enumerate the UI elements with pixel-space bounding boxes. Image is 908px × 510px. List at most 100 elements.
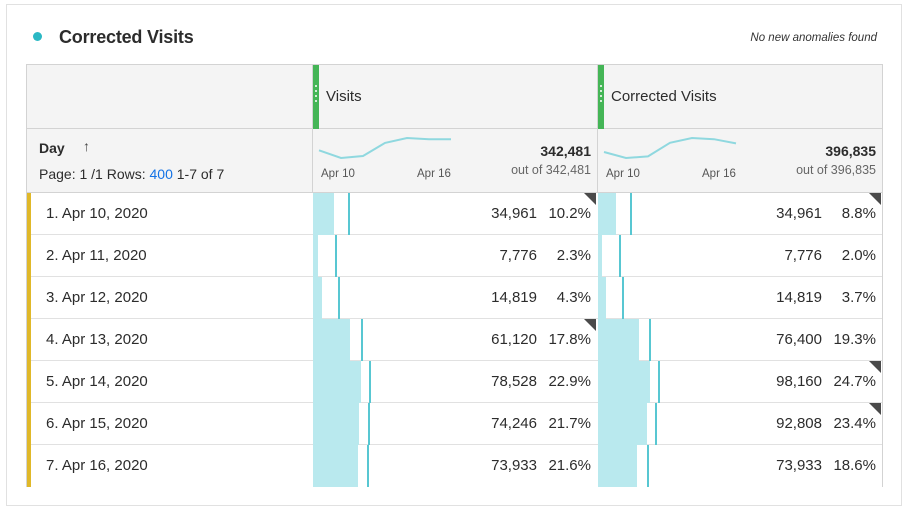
table-row[interactable]: 6. Apr 15, 2020 74,246 21.7% 92,808 23.4% (27, 403, 882, 445)
row-dimension-label[interactable]: 5. Apr 14, 2020 (46, 373, 148, 390)
anomaly-flag-icon[interactable] (869, 361, 881, 373)
percent-bar (313, 319, 350, 361)
table-row[interactable]: 7. Apr 16, 2020 73,933 21.6% 73,933 18.6% (27, 445, 882, 487)
trend-marker (655, 403, 657, 445)
row-dimension-label[interactable]: 4. Apr 13, 2020 (46, 331, 148, 348)
percent-bar (598, 403, 647, 445)
metric-percent: 22.9% (548, 373, 591, 390)
column-title-corrected-visits[interactable]: Corrected Visits (611, 88, 717, 105)
metric-value[interactable]: 98,160 (776, 373, 822, 390)
percent-bar (313, 445, 358, 487)
metric-value[interactable]: 73,933 (491, 457, 537, 474)
percent-bar (313, 361, 361, 403)
percent-bar (313, 235, 318, 277)
column-header-row (27, 65, 882, 129)
percent-bar (598, 361, 650, 403)
table-row[interactable]: 3. Apr 12, 2020 14,819 4.3% 14,819 3.7% (27, 277, 882, 319)
metric-value[interactable]: 14,819 (776, 289, 822, 306)
column-total-corrected-visits: 396,835 (825, 143, 876, 159)
sparkline-end-label: Apr 16 (702, 168, 736, 180)
sparkline-corrected-visits (603, 136, 737, 160)
anomaly-flag-icon[interactable] (584, 319, 596, 331)
column-title-visits[interactable]: Visits (326, 88, 362, 105)
freeform-table: Visits Corrected Visits Day ↑ Page: 1 /1… (26, 64, 883, 487)
metric-value[interactable]: 74,246 (491, 415, 537, 432)
row-dimension-label[interactable]: 3. Apr 12, 2020 (46, 289, 148, 306)
dimension-label[interactable]: Day (39, 140, 65, 156)
metric-percent: 21.6% (548, 457, 591, 474)
table-row[interactable]: 5. Apr 14, 2020 78,528 22.9% 98,160 24.7% (27, 361, 882, 403)
row-dimension-label[interactable]: 2. Apr 11, 2020 (46, 247, 147, 264)
drag-grip-icon (600, 85, 602, 105)
row-selection-indicator (27, 235, 31, 277)
percent-bar (598, 277, 606, 319)
trend-marker (630, 193, 632, 235)
metric-percent: 2.0% (841, 247, 876, 264)
metric-percent: 17.8% (548, 331, 591, 348)
row-selection-indicator (27, 277, 31, 319)
anomaly-flag-icon[interactable] (869, 403, 881, 415)
metric-value[interactable]: 7,776 (784, 247, 822, 264)
metric-percent: 19.3% (833, 331, 876, 348)
percent-bar (313, 193, 334, 235)
trend-marker (619, 235, 621, 277)
status-dot-icon (33, 32, 42, 41)
sparkline-start-label: Apr 10 (321, 168, 355, 180)
metric-percent: 2.3% (556, 247, 591, 264)
sort-ascending-icon[interactable]: ↑ (83, 138, 90, 154)
row-range: 1-7 of 7 (176, 166, 225, 182)
rows-per-page-selector[interactable]: 400 (149, 166, 173, 182)
metric-value[interactable]: 34,961 (776, 205, 822, 222)
table-row[interactable]: 4. Apr 13, 2020 61,120 17.8% 76,400 19.3% (27, 319, 882, 361)
row-dimension-label[interactable]: 6. Apr 15, 2020 (46, 415, 148, 432)
drag-grip-icon (315, 85, 317, 105)
metric-percent: 21.7% (548, 415, 591, 432)
trend-marker (335, 235, 337, 277)
percent-bar (598, 193, 616, 235)
row-selection-indicator (27, 445, 31, 487)
metric-percent: 24.7% (833, 373, 876, 390)
summary-header-row (27, 129, 882, 193)
column-drag-handle-corrected-visits[interactable] (598, 65, 604, 129)
panel-title[interactable]: Corrected Visits (59, 27, 194, 47)
anomaly-note: No new anomalies found (750, 32, 877, 44)
anomaly-flag-icon[interactable] (869, 193, 881, 205)
anomaly-flag-icon[interactable] (584, 193, 596, 205)
percent-bar (313, 403, 359, 445)
sparkline-end-label: Apr 16 (417, 168, 451, 180)
trend-marker (348, 193, 350, 235)
row-selection-indicator (27, 193, 31, 235)
metric-value[interactable]: 76,400 (776, 331, 822, 348)
column-total-visits: 342,481 (540, 143, 591, 159)
table-row[interactable]: 1. Apr 10, 2020 34,961 10.2% 34,961 8.8% (27, 193, 882, 235)
metric-percent: 4.3% (556, 289, 591, 306)
trend-marker (647, 445, 649, 487)
trend-marker (369, 361, 371, 403)
percent-bar (598, 235, 602, 277)
metric-percent: 23.4% (833, 415, 876, 432)
trend-marker (649, 319, 651, 361)
percent-bar (598, 445, 637, 487)
trend-marker (338, 277, 340, 319)
metric-value[interactable]: 34,961 (491, 205, 537, 222)
trend-marker (368, 403, 370, 445)
row-dimension-label[interactable]: 7. Apr 16, 2020 (46, 457, 148, 474)
column-drag-handle-visits[interactable] (313, 65, 319, 129)
trend-marker (658, 361, 660, 403)
row-dimension-label[interactable]: 1. Apr 10, 2020 (46, 205, 148, 222)
pagination-info: Page: 1 /1 Rows: 400 1-7 of 7 (39, 166, 224, 182)
metric-percent: 8.8% (841, 205, 876, 222)
page-label: Page: 1 /1 (39, 166, 103, 182)
metric-value[interactable]: 14,819 (491, 289, 537, 306)
column-total-sub-corrected-visits: out of 396,835 (796, 163, 876, 177)
table-row[interactable]: 2. Apr 11, 2020 7,776 2.3% 7,776 2.0% (27, 235, 882, 277)
metric-value[interactable]: 61,120 (491, 331, 537, 348)
metric-value[interactable]: 7,776 (499, 247, 537, 264)
metric-value[interactable]: 78,528 (491, 373, 537, 390)
sparkline-visits (318, 136, 452, 160)
column-total-sub-visits: out of 342,481 (511, 163, 591, 177)
percent-bar (313, 277, 322, 319)
row-selection-indicator (27, 361, 31, 403)
metric-value[interactable]: 92,808 (776, 415, 822, 432)
metric-value[interactable]: 73,933 (776, 457, 822, 474)
